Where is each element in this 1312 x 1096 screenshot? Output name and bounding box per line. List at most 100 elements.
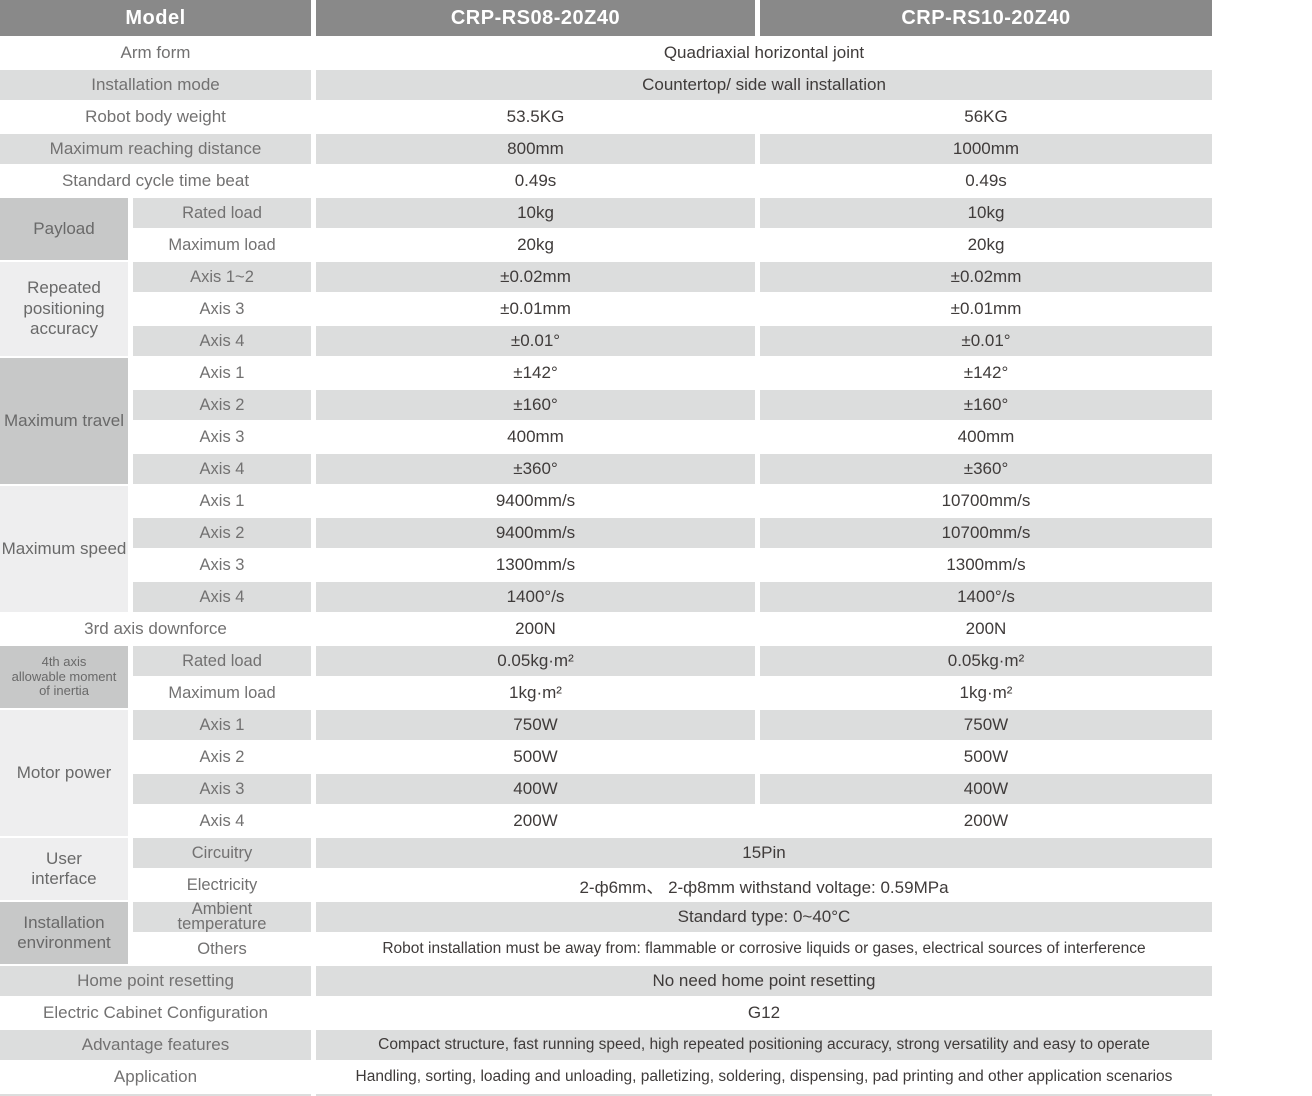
value-cell-col2: 400W bbox=[760, 774, 1212, 806]
row-label-cell: Axis 3 bbox=[133, 422, 316, 454]
value-cell-span: 15Pin bbox=[316, 838, 1212, 870]
value-cell-col2: ±360° bbox=[760, 454, 1212, 486]
value-cell-span: G12 bbox=[316, 998, 1212, 1030]
value-cell-span: Countertop/ side wall installation bbox=[316, 70, 1212, 102]
value-cell-col1: ±0.01mm bbox=[316, 294, 760, 326]
row-label-cell: Circuitry bbox=[133, 838, 316, 870]
value-cell-col2: 10kg bbox=[760, 198, 1212, 230]
header-model-cell: Model bbox=[0, 0, 316, 38]
spec-table-body: Arm form Quadriaxial horizontal joint Inst… bbox=[0, 38, 1212, 1096]
row-label-cell: Electricity bbox=[133, 870, 316, 902]
value-cell-col2: 400mm bbox=[760, 422, 1212, 454]
value-cell-span: Standard type: 0~40°C bbox=[316, 902, 1212, 934]
row-label-cell bbox=[0, 1094, 316, 1096]
value-cell-col1: 200W bbox=[316, 806, 760, 838]
value-cell-col1: 750W bbox=[316, 710, 760, 742]
value-cell-col1: ±0.01° bbox=[316, 326, 760, 358]
group-label-cell: 4th axis allowable moment of inertia bbox=[0, 646, 133, 710]
group-label-cell: Installation environment bbox=[0, 902, 133, 966]
value-cell-col1: 400mm bbox=[316, 422, 760, 454]
row-label-cell: Axis 3 bbox=[133, 774, 316, 806]
value-cell-col1: ±0.02mm bbox=[316, 262, 760, 294]
table-header-row: Model CRP-RS08-20Z40 CRP-RS10-20Z40 bbox=[0, 0, 1212, 38]
table-row: Installation environment Ambient temperat… bbox=[0, 902, 1212, 966]
value-cell-col1: 1300mm/s bbox=[316, 550, 760, 582]
table-row: Robot body weight 53.5KG 56KG bbox=[0, 102, 1212, 134]
value-cell-col2: 1kg·m² bbox=[760, 678, 1212, 710]
table-row: Maximum load 1kg·m² 1kg·m² bbox=[0, 678, 1212, 710]
table-row: Motor power Axis 1 750W 750W bbox=[0, 710, 1212, 838]
value-cell-span: No need home point resetting bbox=[316, 966, 1212, 998]
table-row: User interface Circuitry 15Pin bbox=[0, 838, 1212, 902]
group-label-cell: Payload bbox=[0, 198, 133, 262]
group-label-cell: Motor power bbox=[0, 710, 133, 838]
table-row: Repeated positioning accuracy Axis 1~2 ±0.… bbox=[0, 262, 1212, 358]
row-label-cell: Axis 1 bbox=[133, 486, 316, 518]
row-label-cell: Axis 4 bbox=[133, 582, 316, 614]
table-row: Axis 4 200W 200W bbox=[0, 806, 1212, 838]
value-cell-col1: 20kg bbox=[316, 230, 760, 262]
row-label-cell: 3rd axis downforce bbox=[0, 614, 316, 646]
row-label-cell: Axis 4 bbox=[133, 454, 316, 486]
value-cell-col2: 0.49s bbox=[760, 166, 1212, 198]
table-row: Payload Rated load 10kg 10kg bbox=[0, 198, 1212, 262]
value-cell-col1: 9400mm/s bbox=[316, 518, 760, 550]
row-label-cell: Axis 4 bbox=[133, 806, 316, 838]
table-row: Axis 2 9400mm/s 10700mm/s bbox=[0, 518, 1212, 550]
table-row: Axis 3 400W 400W bbox=[0, 774, 1212, 806]
group-label-cell: Maximum travel bbox=[0, 358, 133, 486]
value-cell-span: 2-ф6mm、 2-ф8mm withstand voltage: 0.59MP… bbox=[316, 870, 1212, 902]
table-row: Axis 4 ±360° ±360° bbox=[0, 454, 1212, 486]
row-label-cell: Rated load bbox=[133, 646, 316, 678]
value-cell-col2: ±0.01° bbox=[760, 326, 1212, 358]
value-cell-col2: 20kg bbox=[760, 230, 1212, 262]
table-row: Axis 3 1300mm/s 1300mm/s bbox=[0, 550, 1212, 582]
table-row: 4th axis allowable moment of inertia Rate… bbox=[0, 646, 1212, 710]
row-label-cell: Axis 2 bbox=[133, 518, 316, 550]
row-label-cell: Axis 4 bbox=[133, 326, 316, 358]
value-cell-col2: 10700mm/s bbox=[760, 518, 1212, 550]
table-row: Axis 2 500W 500W bbox=[0, 742, 1212, 774]
value-cell-col2: 1400°/s bbox=[760, 582, 1212, 614]
table-row: Others Robot installation must be away fr… bbox=[0, 934, 1212, 966]
table-row: Axis 3 ±0.01mm ±0.01mm bbox=[0, 294, 1212, 326]
value-cell-col2: ±0.02mm bbox=[760, 262, 1212, 294]
row-label-cell: Axis 2 bbox=[133, 390, 316, 422]
table-row: Axis 2 ±160° ±160° bbox=[0, 390, 1212, 422]
value-cell-col1: 0.49s bbox=[316, 166, 760, 198]
value-cell-col1: ±160° bbox=[316, 390, 760, 422]
value-cell-col1: 800mm bbox=[316, 134, 760, 166]
value-cell-col2: 1000mm bbox=[760, 134, 1212, 166]
table-row: Maximum reaching distance 800mm 1000mm bbox=[0, 134, 1212, 166]
group-label-cell: Repeated positioning accuracy bbox=[0, 262, 133, 358]
value-cell-col1: 53.5KG bbox=[316, 102, 760, 134]
row-label-cell: Installation mode bbox=[0, 70, 316, 102]
table-row: Advantage features Compact structure, fas… bbox=[0, 1030, 1212, 1062]
group-label-cell: Maximum speed bbox=[0, 486, 133, 614]
value-cell-col2: ±142° bbox=[760, 358, 1212, 390]
value-cell-col1: 400W bbox=[316, 774, 760, 806]
row-label-cell: Axis 1 bbox=[133, 358, 316, 390]
row-label-cell: Standard cycle time beat bbox=[0, 166, 316, 198]
table-row: Home point resetting No need home point r… bbox=[0, 966, 1212, 998]
row-label-cell: Ambient temperature bbox=[133, 902, 316, 934]
value-cell-span: Compact structure, fast running speed, h… bbox=[316, 1030, 1212, 1062]
row-label-cell: Others bbox=[133, 934, 316, 966]
row-label-cell: Rated load bbox=[133, 198, 316, 230]
value-cell-col2: 200N bbox=[760, 614, 1212, 646]
row-label-cell: Arm form bbox=[0, 38, 316, 70]
value-cell-span: Robot installation must be away from: fl… bbox=[316, 934, 1212, 966]
value-cell-col1: 1kg·m² bbox=[316, 678, 760, 710]
table-row: Maximum travel Axis 1 ±142° ±142° bbox=[0, 358, 1212, 486]
row-label-cell: Advantage features bbox=[0, 1030, 316, 1062]
value-cell-col2: 56KG bbox=[760, 102, 1212, 134]
table-row bbox=[0, 1094, 1212, 1096]
table-row: Axis 4 ±0.01° ±0.01° bbox=[0, 326, 1212, 358]
row-label-cell: Maximum load bbox=[133, 230, 316, 262]
robot-spec-table: Model CRP-RS08-20Z40 CRP-RS10-20Z40 Arm … bbox=[0, 0, 1212, 1096]
row-label-cell: Axis 1 bbox=[133, 710, 316, 742]
row-label-cell: Maximum load bbox=[133, 678, 316, 710]
value-cell-col1: 10kg bbox=[316, 198, 760, 230]
header-model-2-cell: CRP-RS10-20Z40 bbox=[760, 0, 1212, 38]
